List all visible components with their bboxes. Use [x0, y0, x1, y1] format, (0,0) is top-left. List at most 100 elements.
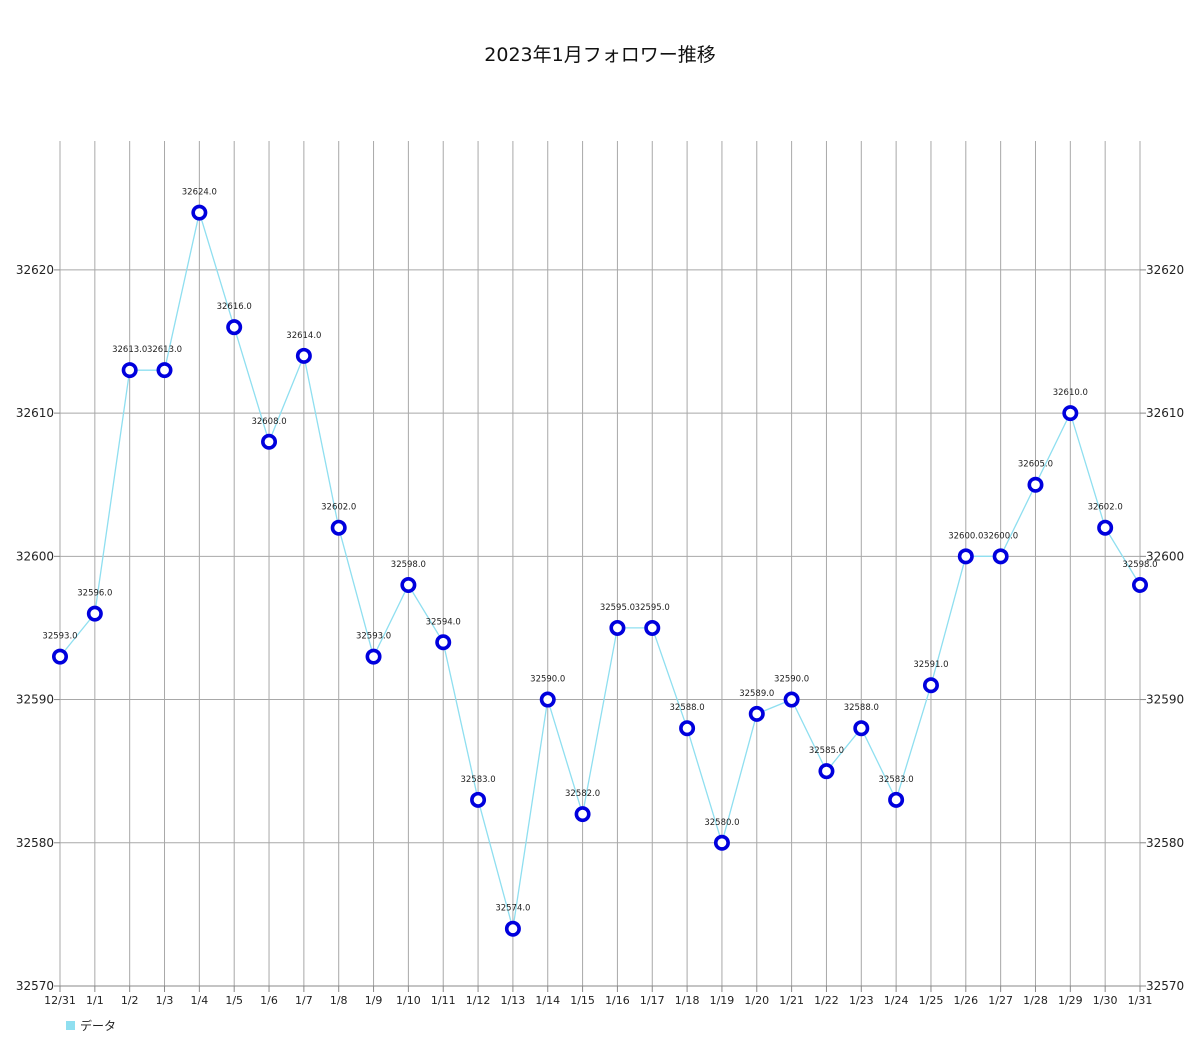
- x-tick-label: 1/24: [884, 994, 909, 1007]
- x-tick-label: 1/23: [849, 994, 874, 1007]
- data-point: [1097, 519, 1114, 536]
- x-tick-label: 1/8: [330, 994, 348, 1007]
- data-point: [992, 548, 1009, 565]
- data-point: [191, 204, 208, 221]
- data-point: [818, 763, 835, 780]
- y-tick-label-left: 32600: [16, 549, 54, 563]
- x-tick-label: 1/6: [260, 994, 278, 1007]
- data-point: [261, 433, 278, 450]
- data-point: [1062, 405, 1079, 422]
- data-label: 32608.0: [251, 417, 286, 427]
- x-tick-label: 1/2: [121, 994, 139, 1007]
- x-tick-label: 1/7: [295, 994, 313, 1007]
- data-label: 32602.0: [321, 503, 356, 513]
- chart-title: 2023年1月フォロワー推移: [484, 44, 716, 66]
- data-point: [888, 791, 905, 808]
- data-point: [295, 347, 312, 364]
- data-label: 32613.0: [147, 345, 182, 355]
- data-point: [86, 605, 103, 622]
- data-point: [957, 548, 974, 565]
- x-tick-label: 1/15: [570, 994, 595, 1007]
- legend-swatch: [66, 1021, 75, 1030]
- x-tick-label: 1/5: [225, 994, 243, 1007]
- data-label: 32588.0: [844, 703, 879, 713]
- series-line-path: [59, 210, 1141, 929]
- data-label: 32610.0: [1053, 388, 1088, 398]
- x-tick-label: 1/26: [953, 994, 978, 1007]
- x-tick-label: 1/20: [744, 994, 769, 1007]
- data-label: 32602.0: [1088, 503, 1123, 513]
- data-label: 32591.0: [913, 660, 948, 670]
- x-tick-label: 1/27: [988, 994, 1013, 1007]
- x-tick-label: 1/31: [1128, 994, 1153, 1007]
- x-tick-label: 1/29: [1058, 994, 1083, 1007]
- y-tick-label-left: 32620: [16, 263, 54, 277]
- data-point: [644, 619, 661, 636]
- y-tick-label-left: 32570: [16, 979, 54, 993]
- x-tick-label: 1/19: [710, 994, 735, 1007]
- data-label: 32614.0: [286, 331, 321, 341]
- data-label: 32580.0: [704, 818, 739, 828]
- data-point: [713, 834, 730, 851]
- data-label: 32595.0: [600, 603, 635, 613]
- y-tick-label-right: 32620: [1146, 263, 1184, 277]
- data-label: 32589.0: [739, 689, 774, 699]
- series-line: [59, 210, 1141, 929]
- data-point: [470, 791, 487, 808]
- x-tick-label: 1/30: [1093, 994, 1118, 1007]
- data-point: [365, 648, 382, 665]
- data-labels: 32593.0 32596.0 32613.0 32613.0 32624.0 32616…: [42, 188, 1157, 914]
- data-point: [504, 920, 521, 937]
- y-tick-label-right: 32590: [1146, 693, 1184, 707]
- data-label: 32596.0: [77, 589, 112, 599]
- data-point: [783, 691, 800, 708]
- data-point: [539, 691, 556, 708]
- data-label: 32600.0: [948, 531, 983, 541]
- data-point: [679, 720, 696, 737]
- y-tick-label-right: 32610: [1146, 406, 1184, 420]
- x-tick-label: 1/22: [814, 994, 839, 1007]
- legend: データ: [66, 1017, 116, 1034]
- x-tick-label: 1/28: [1023, 994, 1048, 1007]
- data-label: 32624.0: [182, 188, 217, 198]
- data-point: [574, 806, 591, 823]
- data-label: 32588.0: [670, 703, 705, 713]
- data-label: 32598.0: [391, 560, 426, 570]
- y-tick-label-left: 32580: [16, 836, 54, 850]
- data-label: 32613.0: [112, 345, 147, 355]
- data-label: 32616.0: [217, 302, 252, 312]
- x-tick-label: 1/18: [675, 994, 700, 1007]
- data-label: 32582.0: [565, 789, 600, 799]
- data-point: [1132, 576, 1149, 593]
- data-label: 32590.0: [774, 675, 809, 685]
- series-markers: [51, 204, 1149, 937]
- x-tick-label: 1/12: [466, 994, 491, 1007]
- data-point: [1027, 476, 1044, 493]
- data-point: [226, 319, 243, 336]
- x-tick-label: 1/16: [605, 994, 630, 1007]
- data-label: 32594.0: [426, 617, 461, 627]
- data-point: [748, 705, 765, 722]
- data-label: 32593.0: [42, 632, 77, 642]
- x-tick-label: 1/14: [535, 994, 560, 1007]
- data-point: [400, 576, 417, 593]
- data-label: 32574.0: [495, 904, 530, 914]
- y-tick-label-right: 32600: [1146, 549, 1184, 563]
- data-label: 32598.0: [1122, 560, 1157, 570]
- y-tick-label-left: 32590: [16, 693, 54, 707]
- x-tick-label: 1/10: [396, 994, 421, 1007]
- x-tick-label: 1/4: [191, 994, 209, 1007]
- data-label: 32583.0: [460, 775, 495, 785]
- x-tick-label: 1/25: [919, 994, 944, 1007]
- data-label: 32600.0: [983, 531, 1018, 541]
- x-tick-label: 1/17: [640, 994, 665, 1007]
- data-point: [435, 634, 452, 651]
- data-point: [121, 362, 138, 379]
- legend-label: データ: [80, 1019, 117, 1033]
- data-label: 32583.0: [879, 775, 914, 785]
- data-point: [922, 677, 939, 694]
- data-point: [853, 720, 870, 737]
- x-tick-label: 1/13: [501, 994, 526, 1007]
- data-point: [609, 619, 626, 636]
